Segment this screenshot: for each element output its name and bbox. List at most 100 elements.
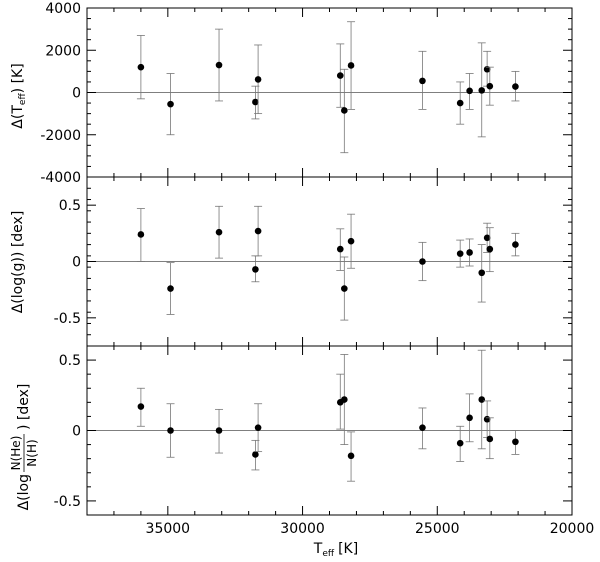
y-tick-label: 0 — [72, 86, 81, 102]
data-point — [166, 403, 175, 458]
data-point — [456, 425, 465, 462]
svg-text:N(He): N(He) — [9, 436, 23, 471]
marker — [456, 99, 464, 107]
x-tick-label: 25000 — [415, 521, 460, 537]
ylabel-nhe: Δ(log N(He) N(H) ) [dex] — [9, 384, 39, 511]
data-point — [418, 407, 427, 450]
marker — [486, 435, 494, 443]
marker — [347, 62, 355, 69]
data-point — [456, 239, 465, 268]
panels: 400020000-2000-40000.50-0.50.50-0.535000… — [40, 1, 594, 537]
marker — [341, 396, 348, 403]
marker — [419, 424, 426, 431]
data-point — [166, 73, 175, 136]
marker — [512, 83, 519, 90]
marker — [215, 61, 223, 69]
data-point — [456, 81, 465, 125]
data-point — [340, 354, 349, 445]
data-point — [485, 66, 494, 106]
data-point — [340, 68, 349, 154]
marker — [167, 285, 174, 292]
data-point — [251, 255, 260, 283]
marker — [512, 241, 519, 248]
marker — [419, 77, 426, 85]
marker — [486, 82, 494, 90]
data-point — [477, 349, 486, 450]
svg-text:N(H): N(H) — [25, 439, 39, 466]
marker — [456, 439, 464, 447]
data-point — [347, 213, 356, 269]
marker — [466, 87, 473, 95]
y-tick-label: 0.5 — [59, 198, 81, 214]
marker — [478, 269, 486, 277]
y-tick-label: 2000 — [45, 43, 81, 59]
y-tick-label: -4000 — [40, 170, 81, 186]
marker — [252, 266, 259, 273]
marker — [167, 427, 174, 434]
data-point — [336, 43, 345, 108]
x-tick-label: 30000 — [280, 521, 325, 537]
y-tick-label: -0.5 — [54, 311, 81, 327]
data-point — [166, 262, 175, 315]
marker — [137, 403, 145, 410]
marker — [254, 227, 262, 235]
y-tick-label: 0 — [72, 255, 81, 271]
marker — [466, 414, 473, 422]
data-point — [465, 238, 474, 267]
data-point — [347, 21, 356, 110]
data-point — [465, 73, 474, 110]
marker — [167, 100, 174, 108]
marker — [215, 427, 223, 434]
data-point — [485, 417, 494, 460]
marker — [478, 396, 486, 403]
ylabel-logg: Δ(log(g)) [dex] — [10, 211, 26, 314]
panel-logg: 0.5 0 -0.5 — [54, 176, 573, 347]
marker — [483, 234, 491, 242]
svg-text:) [dex]: ) [dex] — [16, 384, 32, 430]
data-point — [418, 241, 427, 282]
panel-teff: 4000 2000 0 -2000 -4000 — [40, 1, 573, 186]
marker — [137, 63, 145, 71]
x-tick-label: 35000 — [146, 521, 191, 537]
marker — [486, 245, 494, 253]
y-tick-label: 0.5 — [59, 353, 81, 369]
data-point — [347, 431, 356, 482]
marker — [336, 72, 344, 79]
data-point — [485, 227, 494, 273]
marker — [466, 249, 473, 256]
data-point — [136, 208, 145, 262]
data-point — [336, 228, 345, 271]
marker — [341, 107, 348, 114]
data-point — [136, 387, 145, 427]
svg-text:Δ(log: Δ(log — [16, 474, 32, 510]
marker — [347, 237, 355, 245]
data-point — [477, 42, 486, 138]
marker — [252, 451, 259, 458]
data-point — [477, 244, 486, 303]
ylabel-teff: Δ(Teff) [K] — [10, 63, 28, 128]
y-tick-label: 4000 — [45, 1, 81, 17]
data-point — [254, 205, 263, 257]
data-point — [340, 256, 349, 321]
data-point — [215, 28, 224, 102]
panel-nhe: 0.5 0 -0.5 35000 30000 25000 20000 — [54, 345, 594, 537]
data-point — [465, 393, 474, 443]
data-point — [511, 430, 520, 455]
marker — [254, 424, 262, 431]
marker — [341, 285, 348, 292]
data-point — [136, 35, 145, 100]
data-point — [251, 439, 260, 471]
marker — [254, 76, 262, 83]
marker — [419, 258, 426, 265]
marker — [478, 87, 486, 94]
data-point — [418, 50, 427, 110]
y-tick-label: 0 — [72, 424, 81, 440]
data-point — [511, 232, 520, 257]
y-tick-label: -0.5 — [54, 494, 81, 510]
data-point — [254, 403, 263, 453]
data-point — [254, 44, 263, 115]
marker — [456, 250, 464, 257]
data-point — [215, 408, 224, 454]
marker — [215, 228, 223, 236]
